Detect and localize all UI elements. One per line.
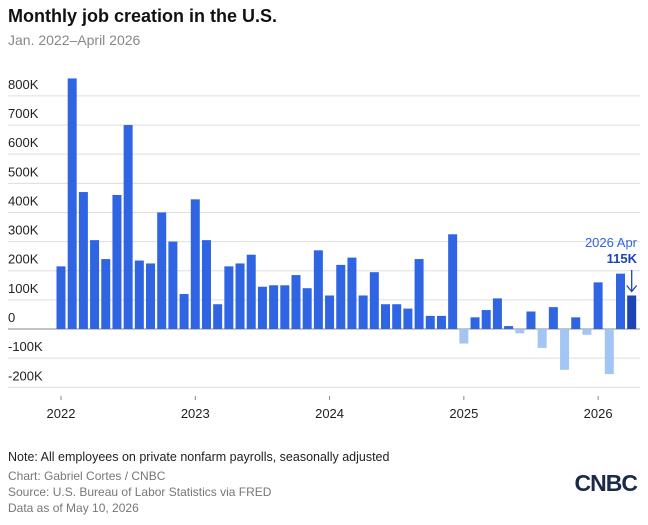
bar bbox=[336, 264, 346, 329]
annotation-label: 2026 Apr bbox=[585, 235, 638, 250]
bar bbox=[235, 263, 245, 329]
bar bbox=[269, 285, 279, 329]
bar bbox=[325, 295, 335, 329]
x-tick-label: 2023 bbox=[181, 406, 210, 421]
bar bbox=[291, 275, 301, 329]
annotation-value: 115K bbox=[607, 251, 638, 266]
x-tick-label: 2024 bbox=[315, 406, 344, 421]
bar bbox=[190, 199, 200, 329]
bar bbox=[67, 78, 77, 329]
bar bbox=[101, 259, 111, 329]
bar bbox=[146, 263, 156, 329]
bar bbox=[123, 125, 133, 329]
y-tick-label: 500K bbox=[8, 164, 39, 179]
bar bbox=[369, 272, 379, 329]
bar bbox=[381, 304, 391, 329]
chart-subtitle: Jan. 2022–April 2026 bbox=[8, 32, 141, 48]
bar bbox=[280, 285, 290, 329]
bar bbox=[213, 304, 223, 329]
bar bbox=[112, 194, 122, 329]
bar bbox=[134, 260, 144, 329]
bar bbox=[257, 286, 267, 329]
y-tick-label: 400K bbox=[8, 193, 39, 208]
bar bbox=[481, 310, 491, 329]
bar bbox=[201, 240, 211, 329]
chart-title: Monthly job creation in the U.S. bbox=[8, 6, 277, 26]
y-tick-label: 800K bbox=[8, 77, 39, 92]
source: Source: U.S. Bureau of Labor Statistics … bbox=[8, 485, 272, 499]
bar bbox=[548, 307, 558, 329]
logo: CNBC bbox=[575, 470, 638, 496]
bar bbox=[425, 315, 435, 329]
y-tick-label: -200K bbox=[8, 368, 43, 383]
x-tick-label: 2026 bbox=[584, 406, 613, 421]
y-tick-label: 300K bbox=[8, 223, 39, 238]
y-tick-label: 700K bbox=[8, 106, 39, 121]
annotation-arrowhead bbox=[626, 285, 638, 293]
bar bbox=[448, 234, 458, 329]
bar bbox=[168, 241, 178, 329]
bar bbox=[515, 328, 525, 334]
bar bbox=[470, 317, 480, 329]
bar bbox=[224, 266, 234, 329]
bar bbox=[179, 294, 189, 329]
y-tick-label: 600K bbox=[8, 135, 39, 150]
bar bbox=[560, 328, 570, 370]
bar bbox=[627, 295, 637, 329]
bar bbox=[571, 317, 581, 329]
x-tick-label: 2025 bbox=[449, 406, 478, 421]
bar bbox=[392, 304, 402, 329]
bar bbox=[492, 298, 502, 329]
bar bbox=[56, 266, 66, 329]
bar bbox=[504, 326, 514, 329]
bar bbox=[358, 295, 368, 329]
y-tick-label: 0 bbox=[8, 310, 15, 325]
data-date: Data as of May 10, 2026 bbox=[8, 501, 139, 515]
bar bbox=[90, 240, 100, 329]
bar bbox=[313, 250, 323, 329]
bar bbox=[78, 192, 88, 329]
note: Note: All employees on private nonfarm p… bbox=[8, 450, 390, 464]
bar bbox=[436, 315, 446, 329]
bar bbox=[246, 254, 256, 329]
x-tick-label: 2022 bbox=[47, 406, 76, 421]
bar bbox=[616, 273, 625, 329]
bar bbox=[604, 328, 614, 375]
y-tick-label: 100K bbox=[8, 281, 39, 296]
y-tick-label: -100K bbox=[8, 339, 43, 354]
bar bbox=[403, 308, 413, 329]
bar bbox=[157, 212, 167, 329]
bar bbox=[582, 328, 592, 335]
bar bbox=[593, 282, 603, 329]
bar bbox=[302, 288, 312, 329]
credit: Chart: Gabriel Cortes / CNBC bbox=[8, 469, 166, 483]
bar bbox=[414, 259, 424, 329]
bar bbox=[537, 328, 547, 348]
y-tick-label: 200K bbox=[8, 252, 39, 267]
bar bbox=[459, 328, 469, 344]
bar bbox=[347, 257, 357, 329]
bar bbox=[526, 311, 536, 329]
